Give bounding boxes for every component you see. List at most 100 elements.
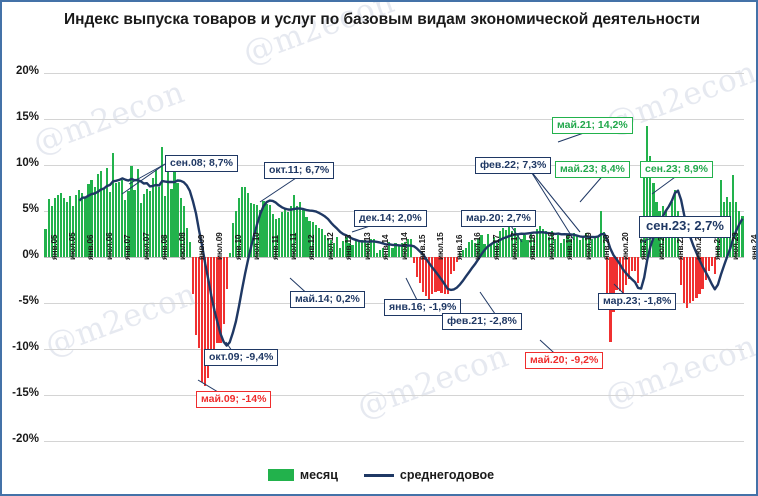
bar (403, 242, 406, 257)
bar (87, 184, 90, 257)
bar (210, 257, 213, 367)
bar (164, 196, 167, 257)
annotation-sen08: сен.08; 8,7% (165, 155, 238, 173)
bar (409, 238, 412, 257)
bar (741, 215, 744, 257)
bar (293, 195, 296, 257)
bar (127, 190, 130, 257)
bar (247, 192, 250, 257)
legend-label-annual: среднегодовое (399, 468, 495, 482)
bar (636, 257, 640, 283)
plot-area: янв.05 июл.05 янв.06 июл.06 янв.07 июл.07 янв.… (44, 73, 756, 442)
annotation-may23: май.23; 8,4% (555, 161, 630, 179)
x-axis-tick: янв.09 (195, 234, 206, 260)
bar (498, 231, 502, 257)
bar (686, 257, 689, 308)
bar (418, 257, 422, 283)
x-axis-tick: янв.05 (48, 234, 59, 260)
bar (342, 241, 345, 257)
x-axis-tick: янв.21 (638, 234, 648, 260)
annotation-sen23-avg: сен.23; 2,7% (639, 216, 731, 238)
bar (320, 229, 323, 257)
bar (560, 243, 563, 257)
bar (204, 257, 207, 386)
bar (231, 222, 234, 257)
bar (458, 253, 462, 257)
bar (428, 257, 431, 300)
bar (517, 233, 520, 257)
annotation-may09: май.09; -14% (196, 391, 272, 409)
bar (710, 257, 713, 267)
annotation-sen23g: сен.23; 8,9% (640, 161, 713, 179)
bar (351, 245, 354, 257)
bar (108, 191, 112, 257)
bar (649, 155, 652, 257)
bar (698, 257, 701, 294)
bar (385, 255, 388, 257)
bar (461, 249, 465, 257)
bar (612, 257, 615, 313)
bar (391, 247, 394, 257)
bar (274, 219, 277, 257)
bar (296, 206, 299, 257)
bar (329, 240, 333, 257)
bar (216, 257, 219, 344)
bar (299, 201, 302, 257)
x-axis-tick: июл.23 (730, 232, 741, 260)
bar (363, 239, 366, 257)
bar (434, 257, 437, 292)
bar (566, 234, 569, 257)
bar (397, 245, 400, 257)
bar (194, 257, 198, 336)
bar (526, 240, 529, 257)
bar (99, 170, 102, 257)
y-axis-tick: 0% (22, 249, 39, 261)
bar (240, 187, 244, 257)
x-axis-tick: янв.16 (453, 234, 464, 260)
bar (93, 187, 96, 257)
x-axis-tick: янв.20 (601, 234, 612, 260)
bar (646, 126, 649, 257)
x-axis-tick: июл.06 (103, 232, 114, 260)
bar (738, 211, 741, 257)
bar (615, 257, 618, 291)
legend-item-month: месяц (267, 468, 338, 482)
bar (406, 238, 409, 257)
bar (449, 257, 452, 275)
bar (271, 213, 274, 257)
bar (305, 216, 308, 257)
bar (640, 238, 643, 257)
bar (237, 198, 241, 257)
legend-swatch-line-icon (363, 473, 394, 477)
bar (250, 202, 253, 257)
x-axis-tick: янв.07 (122, 234, 133, 260)
y-axis-tick: -10% (12, 341, 39, 353)
x-axis-tick: июл.17 (509, 232, 520, 260)
bar (544, 231, 548, 257)
bar (578, 240, 581, 257)
x-axis-tick: июл.10 (251, 232, 262, 260)
bar (339, 247, 342, 257)
bar (716, 229, 719, 257)
bar (102, 188, 105, 257)
x-axis-tick: июл.15 (435, 232, 446, 260)
bar (455, 257, 459, 262)
bar (683, 257, 686, 303)
bar (47, 199, 50, 257)
x-axis-tick: янв.22 (674, 234, 685, 260)
bar (115, 183, 118, 257)
gridline (44, 349, 744, 350)
x-axis-tick: июл.16 (472, 232, 483, 260)
bar (621, 257, 624, 295)
y-axis-tick: -20% (12, 433, 39, 445)
bar (477, 238, 480, 257)
bar (111, 153, 115, 257)
annotation-fev21: фев.21; -2,8% (442, 313, 522, 331)
bar (139, 202, 142, 257)
bar (336, 236, 339, 257)
bar (268, 205, 271, 257)
bar (56, 195, 59, 257)
bar (283, 209, 287, 257)
bar (618, 257, 621, 292)
bar (228, 253, 231, 257)
